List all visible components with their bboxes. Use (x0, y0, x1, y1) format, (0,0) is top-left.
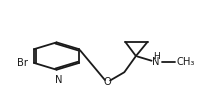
Text: Br: Br (17, 58, 28, 68)
Text: H: H (153, 52, 160, 61)
Text: O: O (103, 77, 111, 87)
Text: N: N (55, 75, 62, 85)
Text: CH₃: CH₃ (177, 57, 195, 67)
Text: N: N (152, 57, 160, 67)
